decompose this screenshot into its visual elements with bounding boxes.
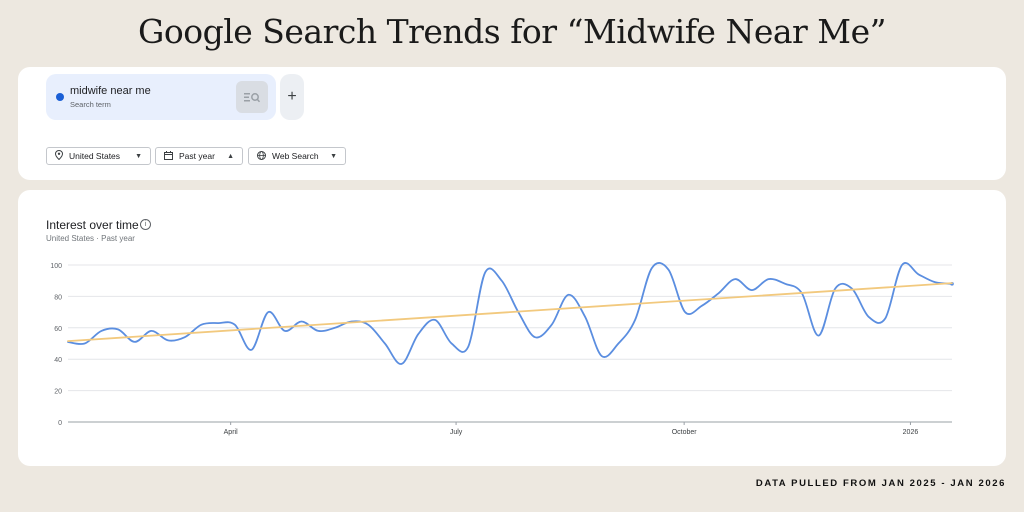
search-type-filter-label: Web Search [272, 151, 319, 161]
time-filter-label: Past year [179, 151, 215, 161]
x-tick-label: April [224, 429, 238, 436]
y-tick-label: 0 [58, 420, 62, 427]
y-tick-label: 40 [54, 357, 62, 364]
data-range-footer: DATA PULLED FROM JAN 2025 - JAN 2026 [755, 478, 1006, 489]
trend-line [67, 282, 953, 342]
x-tick-label: 2026 [903, 429, 919, 436]
search-term-chip[interactable]: midwife near me Search term [46, 74, 276, 120]
chevron-down-icon: ▼ [135, 152, 142, 160]
y-tick-label: 100 [50, 263, 62, 270]
location-filter[interactable]: United States ▼ [46, 147, 151, 165]
chevron-down-icon: ▼ [330, 152, 337, 160]
info-icon[interactable]: i [140, 219, 151, 230]
x-tick-label: October [672, 429, 698, 436]
series-color-dot [56, 93, 64, 101]
y-tick-label: 60 [54, 326, 62, 333]
interest-over-time-panel: Interest over time i United States · Pas… [18, 190, 1006, 466]
x-tick-label: July [450, 429, 463, 436]
y-tick-label: 20 [54, 389, 62, 396]
page-title: Google Search Trends for “Midwife Near M… [138, 12, 886, 51]
time-filter[interactable]: Past year ▲ [155, 147, 243, 165]
interest-chart: 0 20 40 60 80 100 April July October 2026 [50, 262, 954, 436]
calendar-icon [164, 150, 173, 162]
search-type-filter[interactable]: Web Search ▼ [248, 147, 346, 165]
location-pin-icon [54, 149, 64, 162]
series-line [67, 262, 953, 365]
add-comparison-button[interactable]: + [280, 74, 304, 120]
panel-subtitle: United States · Past year [46, 234, 135, 243]
compare-search-icon[interactable] [236, 81, 268, 113]
y-tick-label: 80 [54, 294, 62, 301]
globe-icon [257, 150, 266, 162]
chevron-up-icon: ▲ [227, 152, 234, 160]
search-term-type: Search term [70, 100, 111, 109]
search-term-label: midwife near me [70, 85, 151, 97]
location-filter-label: United States [69, 151, 121, 161]
search-panel: midwife near me Search term + United Sta… [18, 67, 1006, 180]
panel-title: Interest over time [46, 218, 139, 232]
